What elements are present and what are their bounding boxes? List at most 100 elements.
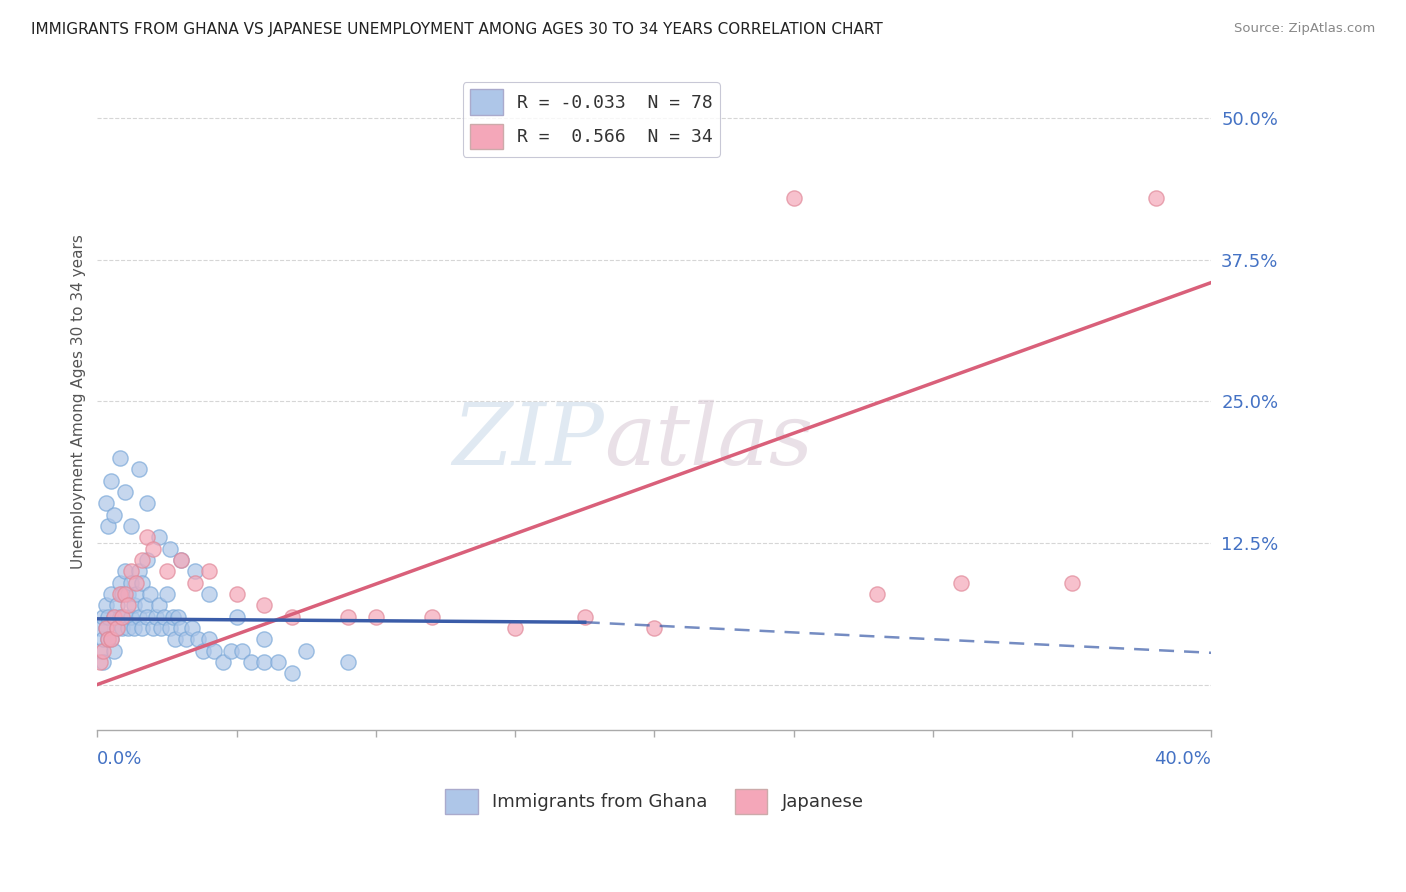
- Point: [253, 632, 276, 647]
- Point: [1144, 190, 1167, 204]
- Point: [162, 609, 184, 624]
- Point: [295, 643, 318, 657]
- Point: [91, 632, 114, 647]
- Point: [193, 643, 215, 657]
- Point: [91, 655, 114, 669]
- Text: 40.0%: 40.0%: [1154, 750, 1212, 768]
- Point: [108, 575, 131, 590]
- Point: [782, 190, 804, 204]
- Point: [108, 450, 131, 465]
- Point: [103, 609, 125, 624]
- Point: [184, 575, 207, 590]
- Point: [131, 553, 153, 567]
- Point: [181, 621, 204, 635]
- Point: [100, 474, 122, 488]
- Point: [103, 508, 125, 522]
- Point: [170, 553, 193, 567]
- Point: [125, 575, 148, 590]
- Point: [165, 632, 187, 647]
- Point: [131, 575, 153, 590]
- Point: [100, 632, 122, 647]
- Point: [108, 587, 131, 601]
- Point: [420, 609, 443, 624]
- Point: [148, 599, 170, 613]
- Point: [364, 609, 387, 624]
- Point: [105, 621, 128, 635]
- Point: [105, 599, 128, 613]
- Point: [337, 609, 360, 624]
- Point: [91, 643, 114, 657]
- Point: [187, 632, 209, 647]
- Point: [167, 609, 190, 624]
- Point: [170, 621, 193, 635]
- Point: [253, 655, 276, 669]
- Point: [117, 587, 139, 601]
- Point: [120, 519, 142, 533]
- Point: [159, 541, 181, 556]
- Point: [148, 530, 170, 544]
- Point: [94, 621, 117, 635]
- Point: [281, 666, 304, 681]
- Point: [128, 564, 150, 578]
- Point: [231, 643, 253, 657]
- Point: [120, 609, 142, 624]
- Point: [197, 632, 219, 647]
- Point: [253, 599, 276, 613]
- Point: [202, 643, 225, 657]
- Point: [114, 609, 136, 624]
- Point: [94, 621, 117, 635]
- Point: [105, 621, 128, 635]
- Point: [153, 609, 176, 624]
- Point: [225, 587, 247, 601]
- Point: [122, 599, 145, 613]
- Point: [120, 564, 142, 578]
- Text: Source: ZipAtlas.com: Source: ZipAtlas.com: [1234, 22, 1375, 36]
- Point: [225, 609, 247, 624]
- Point: [211, 655, 233, 669]
- Point: [136, 530, 159, 544]
- Point: [89, 643, 111, 657]
- Point: [108, 609, 131, 624]
- Point: [122, 621, 145, 635]
- Point: [866, 587, 889, 601]
- Point: [94, 496, 117, 510]
- Point: [125, 587, 148, 601]
- Point: [184, 564, 207, 578]
- Point: [156, 587, 179, 601]
- Text: ZIP: ZIP: [453, 400, 605, 483]
- Point: [574, 609, 596, 624]
- Text: atlas: atlas: [605, 400, 814, 483]
- Point: [89, 621, 111, 635]
- Point: [150, 621, 173, 635]
- Text: 0.0%: 0.0%: [97, 750, 143, 768]
- Point: [100, 632, 122, 647]
- Point: [176, 632, 198, 647]
- Point: [156, 564, 179, 578]
- Point: [97, 632, 120, 647]
- Point: [114, 564, 136, 578]
- Point: [97, 609, 120, 624]
- Point: [145, 609, 167, 624]
- Point: [89, 655, 111, 669]
- Point: [128, 462, 150, 476]
- Point: [94, 599, 117, 613]
- Point: [239, 655, 262, 669]
- Point: [139, 587, 162, 601]
- Point: [219, 643, 242, 657]
- Point: [117, 599, 139, 613]
- Point: [97, 519, 120, 533]
- Point: [114, 485, 136, 500]
- Point: [103, 609, 125, 624]
- Point: [114, 587, 136, 601]
- Point: [136, 496, 159, 510]
- Point: [949, 575, 972, 590]
- Point: [142, 541, 165, 556]
- Y-axis label: Unemployment Among Ages 30 to 34 years: Unemployment Among Ages 30 to 34 years: [72, 234, 86, 569]
- Point: [197, 564, 219, 578]
- Point: [142, 621, 165, 635]
- Point: [91, 609, 114, 624]
- Legend: Immigrants from Ghana, Japanese: Immigrants from Ghana, Japanese: [439, 781, 870, 822]
- Text: IMMIGRANTS FROM GHANA VS JAPANESE UNEMPLOYMENT AMONG AGES 30 TO 34 YEARS CORRELA: IMMIGRANTS FROM GHANA VS JAPANESE UNEMPL…: [31, 22, 883, 37]
- Point: [159, 621, 181, 635]
- Point: [281, 609, 304, 624]
